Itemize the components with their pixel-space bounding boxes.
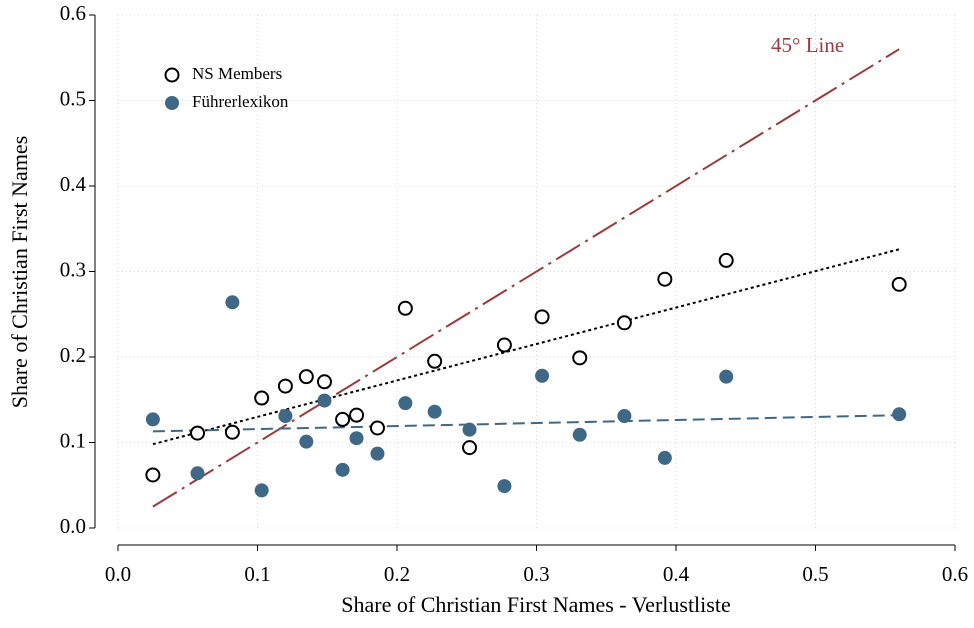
point [534,309,550,325]
point [891,276,907,292]
point [616,315,632,331]
point [719,369,734,384]
y-axis-title: Share of Christian First Names [7,136,32,409]
point [617,408,632,423]
point [369,420,385,436]
x-tick-label: 0.1 [244,562,270,586]
point [254,483,269,498]
fit-line [152,48,900,508]
point [335,411,351,427]
point [277,378,293,394]
point [145,412,160,427]
legend-marker [164,67,180,83]
point [349,407,365,423]
point [497,479,512,494]
point [462,422,477,437]
point [224,424,240,440]
point [657,271,673,287]
point [190,466,205,481]
point [397,300,413,316]
point [317,393,332,408]
x-tick-label: 0.3 [523,562,549,586]
legend-label: Führerlexikon [192,92,289,111]
point [299,434,314,449]
point [427,404,442,419]
point [190,425,206,441]
y-tick-label: 0.6 [60,1,86,25]
point [335,462,350,477]
point [316,374,332,390]
point [572,427,587,442]
x-tick-label: 0.2 [384,562,410,586]
point [298,369,314,385]
line-annotation: 45° Line [771,33,844,57]
point [496,337,512,353]
y-tick-label: 0.1 [60,428,86,452]
point [572,350,588,366]
point [657,450,672,465]
y-tick-label: 0.5 [60,86,86,110]
point [349,431,364,446]
point [254,390,270,406]
point [225,295,240,310]
x-tick-label: 0.0 [105,562,131,586]
x-tick-label: 0.4 [663,562,690,586]
x-tick-label: 0.6 [942,562,968,586]
x-axis-title: Share of Christian First Names - Verlust… [341,592,730,617]
legend-marker [165,96,179,110]
fit-line [152,248,900,446]
point [278,408,293,423]
point [462,440,478,456]
point [718,252,734,268]
point [427,353,443,369]
point [535,368,550,383]
legend-label: NS Members [192,64,282,83]
y-tick-label: 0.4 [60,172,87,196]
point [370,446,385,461]
y-tick-label: 0.0 [60,514,86,538]
y-tick-label: 0.3 [60,257,86,281]
x-tick-label: 0.5 [802,562,828,586]
fit-line [152,414,900,433]
y-tick-label: 0.2 [60,343,86,367]
point [145,467,161,483]
point [892,407,907,422]
point [398,396,413,411]
